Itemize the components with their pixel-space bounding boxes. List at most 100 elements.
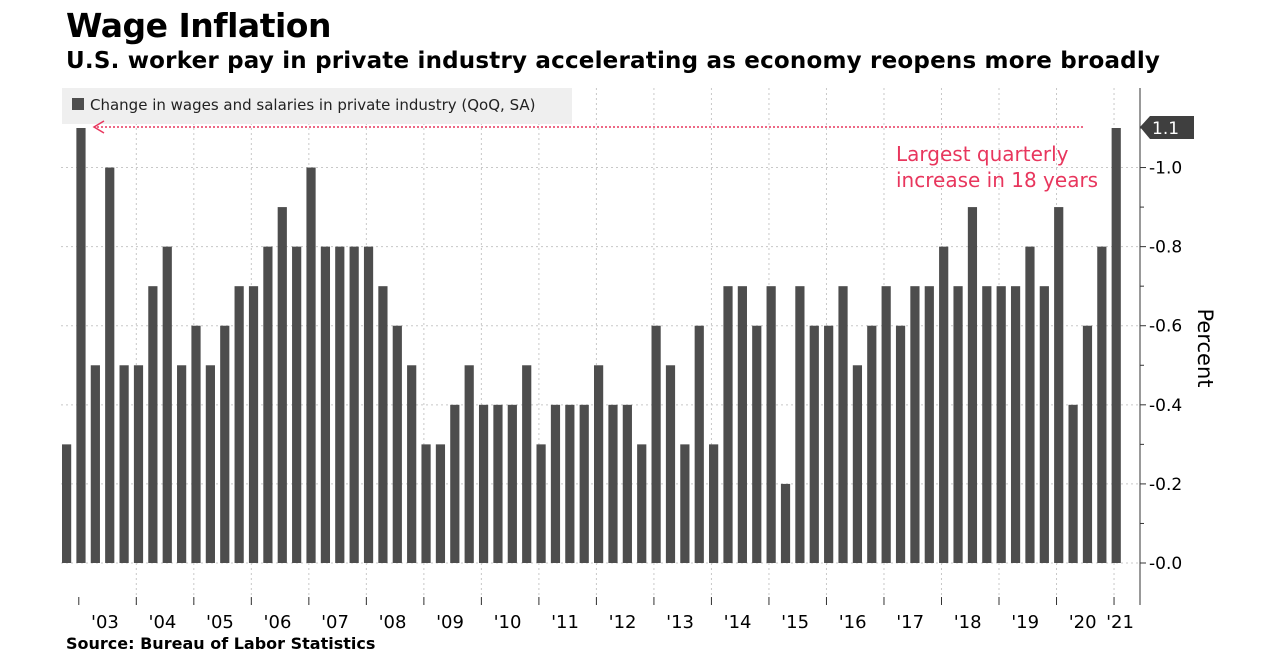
bar xyxy=(62,444,72,563)
bar xyxy=(320,246,331,564)
bar xyxy=(191,325,201,563)
y-axis-label: Percent xyxy=(1193,308,1217,387)
y-axis: -0.0 -0.2 -0.4 -0.6 -0.8 -1.0 xyxy=(1139,88,1182,605)
annotation-arrow-head xyxy=(92,120,105,134)
bar xyxy=(378,286,388,563)
bar xyxy=(910,286,920,563)
source-label: Source: xyxy=(66,634,135,653)
bar xyxy=(565,404,575,563)
legend: Change in wages and salaries in private … xyxy=(62,88,572,124)
bar xyxy=(867,325,877,563)
bar xyxy=(665,365,676,563)
bar xyxy=(177,365,187,563)
bar xyxy=(737,286,747,563)
legend-label: Change in wages and salaries in private … xyxy=(90,96,535,114)
bar xyxy=(133,365,144,563)
bar xyxy=(450,404,460,563)
bar xyxy=(881,286,891,563)
bar xyxy=(939,246,949,564)
bar xyxy=(522,365,532,563)
bar xyxy=(982,286,992,563)
x-tick-label: '14 xyxy=(724,612,752,633)
bar xyxy=(507,404,517,563)
x-tick-label: '10 xyxy=(494,612,522,633)
bar xyxy=(550,404,561,563)
bar xyxy=(1054,207,1064,563)
bar xyxy=(478,404,489,563)
source-note: Source: Bureau of Labor Statistics xyxy=(66,634,375,653)
y-tick-label: -0.0 xyxy=(1149,554,1182,574)
bar xyxy=(435,444,446,563)
x-tick-label: '05 xyxy=(206,612,234,633)
last-value-badge xyxy=(1140,116,1194,139)
x-tick-label: '13 xyxy=(666,612,694,633)
x-tick-label: '04 xyxy=(149,612,177,633)
legend-background xyxy=(62,88,572,124)
bar xyxy=(306,167,316,563)
bar xyxy=(349,246,359,564)
bar xyxy=(162,246,172,564)
bar xyxy=(780,483,791,563)
bar xyxy=(651,325,661,563)
annotation-line-2: increase in 18 years xyxy=(896,168,1098,192)
bar xyxy=(1097,246,1107,564)
x-tick-label: '03 xyxy=(91,612,119,633)
x-tick-label: '11 xyxy=(551,612,579,633)
bar xyxy=(996,286,1006,563)
bars xyxy=(62,128,1121,564)
annotation-line-1: Largest quarterly xyxy=(896,142,1069,166)
bar xyxy=(809,325,819,563)
bar xyxy=(680,444,690,563)
bar xyxy=(148,286,158,563)
bar xyxy=(608,404,618,563)
y-tick-label: -0.4 xyxy=(1149,396,1182,416)
legend-swatch xyxy=(72,98,84,110)
bar xyxy=(852,365,863,563)
x-axis: '03 '04 '05 '06 '07 '08 '09 '10 '11 '12 '13 '14 '15 '… xyxy=(78,597,1134,633)
y-tick-label: -1.0 xyxy=(1149,159,1182,179)
bar xyxy=(407,365,417,563)
bar xyxy=(292,246,302,564)
x-tick-label: '07 xyxy=(321,612,349,633)
bar xyxy=(766,286,776,563)
last-value-label: 1.1 xyxy=(1152,119,1179,139)
x-tick-label: '06 xyxy=(264,612,292,633)
annotation: Largest quarterly increase in 18 years xyxy=(92,120,1098,192)
bar xyxy=(205,365,215,563)
bar xyxy=(579,404,589,563)
bar xyxy=(967,207,978,563)
x-tick-label: '20 xyxy=(1069,612,1097,633)
x-tick-label: '15 xyxy=(781,612,809,633)
bar xyxy=(248,286,259,563)
bar xyxy=(1039,286,1049,563)
bar xyxy=(895,325,906,563)
bar xyxy=(723,286,733,563)
bar xyxy=(263,246,273,564)
bar xyxy=(335,246,345,564)
bar xyxy=(363,246,374,564)
bar xyxy=(924,286,934,563)
bar xyxy=(709,444,719,563)
bar xyxy=(392,325,402,563)
bar xyxy=(421,444,431,563)
bar xyxy=(119,365,129,563)
chart-title: Wage Inflation xyxy=(66,6,331,45)
y-tick-label: -0.8 xyxy=(1149,238,1182,258)
bar xyxy=(1010,286,1021,563)
bar xyxy=(795,286,805,563)
x-tick-label: '16 xyxy=(839,612,867,633)
bar xyxy=(637,444,647,563)
bar xyxy=(220,325,230,563)
bar xyxy=(1111,128,1121,563)
bar xyxy=(694,325,704,563)
x-tick-label: '12 xyxy=(609,612,637,633)
x-tick-label: '08 xyxy=(379,612,407,633)
bar xyxy=(493,404,503,563)
x-tick-label: '09 xyxy=(436,612,464,633)
bar xyxy=(1082,325,1093,563)
bar xyxy=(536,444,546,563)
y-tick-label: -0.2 xyxy=(1149,475,1182,495)
bar xyxy=(622,404,632,563)
x-tick-label: '18 xyxy=(954,612,982,633)
bar xyxy=(594,365,604,563)
